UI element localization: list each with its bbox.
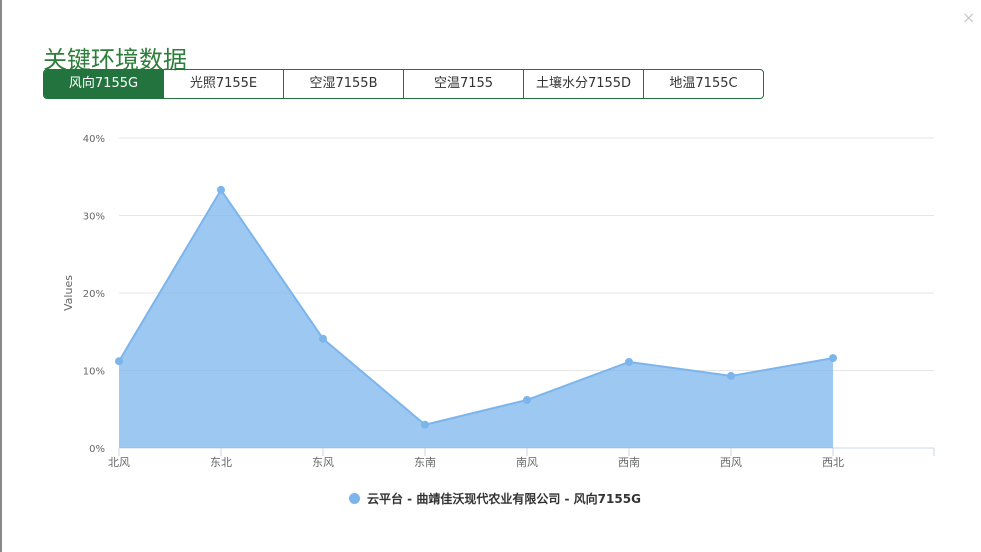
- tab-air-humidity[interactable]: 空湿7155B: [283, 70, 403, 98]
- data-point: [829, 354, 837, 363]
- data-point: [217, 185, 225, 194]
- data-point: [625, 357, 633, 366]
- y-tick-label: 0%: [89, 444, 105, 455]
- legend-label: 云平台 - 曲靖佳沃现代农业有限公司 - 风向7155G: [367, 492, 641, 506]
- x-tick-label: 西风: [720, 456, 742, 469]
- x-tick-label: 东风: [312, 456, 334, 469]
- tab-wind-direction[interactable]: 风向7155G: [44, 70, 163, 98]
- x-tick-label: 西南: [618, 456, 640, 469]
- y-tick-label: 30%: [83, 212, 105, 223]
- data-point: [421, 420, 429, 429]
- y-tick-label: 20%: [83, 289, 105, 300]
- tab-soil-temp[interactable]: 地温7155C: [643, 70, 763, 98]
- tab-air-temp[interactable]: 空温7155: [403, 70, 523, 98]
- close-icon[interactable]: ×: [962, 8, 976, 27]
- series-line: [118, 188, 834, 426]
- legend-marker: [349, 493, 360, 504]
- tab-bar: 风向7155G 光照7155E 空湿7155B 空温7155 土壤水分7155D…: [43, 69, 764, 99]
- legend-item[interactable]: 云平台 - 曲靖佳沃现代农业有限公司 - 风向7155G: [349, 490, 641, 507]
- y-tick-label: 40%: [83, 134, 105, 145]
- data-point: [727, 371, 735, 380]
- data-point: [523, 395, 531, 404]
- x-tick-label: 北风: [108, 456, 130, 469]
- x-tick-label: 西北: [822, 456, 844, 469]
- tab-light[interactable]: 光照7155E: [163, 70, 283, 98]
- y-tick-label: 10%: [83, 367, 105, 378]
- data-point: [115, 357, 123, 366]
- x-tick-label: 南风: [516, 456, 538, 469]
- x-tick-label: 东北: [210, 456, 232, 469]
- y-axis-label: Values: [62, 275, 75, 311]
- area-fill: [119, 189, 833, 449]
- tab-soil-moisture[interactable]: 土壤水分7155D: [523, 70, 643, 98]
- x-tick-label: 东南: [414, 456, 436, 469]
- data-point: [319, 334, 327, 343]
